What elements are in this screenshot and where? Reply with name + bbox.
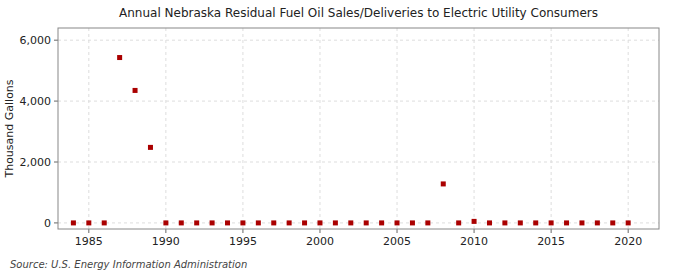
x-grid-line (88, 28, 89, 229)
x-tick-label: 2000 (306, 235, 334, 248)
x-tick-label: 2005 (383, 235, 411, 248)
point (456, 220, 461, 225)
plot-frame (58, 28, 659, 229)
x-grid-line (474, 28, 475, 229)
x-tick (165, 229, 166, 233)
point (564, 220, 569, 225)
point (86, 220, 91, 225)
point (117, 55, 122, 60)
x-tick (551, 229, 552, 233)
point (395, 220, 400, 225)
point (333, 220, 338, 225)
point (579, 220, 584, 225)
x-tick (397, 229, 398, 233)
x-grid-line (319, 28, 320, 229)
x-tick-label: 1990 (152, 235, 180, 248)
point (302, 220, 307, 225)
axes: 1985 1990 1995 2000 2005 2010 2015 2020 0 2,000 4,… (20, 28, 660, 248)
y-tick (54, 101, 58, 102)
source-note: Source: U.S. Energy Information Administ… (10, 259, 247, 270)
point (71, 220, 76, 225)
point (256, 220, 261, 225)
x-grid-line (551, 28, 552, 229)
x-grid-line (242, 28, 243, 229)
y-tick-label: 0 (44, 217, 51, 230)
x-grid-line (397, 28, 398, 229)
title: Annual Nebraska Residual Fuel Oil Sales/… (119, 6, 598, 20)
y-tick-label: 6,000 (20, 34, 52, 47)
y-grid-line (58, 101, 659, 102)
point (533, 220, 538, 225)
x-tick (88, 229, 89, 233)
point (379, 220, 384, 225)
point (348, 220, 353, 225)
point (210, 220, 215, 225)
x-tick-label: 2015 (537, 235, 565, 248)
x-tick (628, 229, 629, 233)
point (472, 219, 477, 224)
point (163, 220, 168, 225)
point (287, 220, 292, 225)
point (626, 220, 631, 225)
point (148, 145, 153, 150)
y-grid-line (58, 40, 659, 41)
point (364, 220, 369, 225)
point (610, 220, 615, 225)
point (133, 88, 138, 93)
y-tick-label: 4,000 (20, 95, 52, 108)
point (271, 220, 276, 225)
point (549, 220, 554, 225)
points (71, 55, 631, 225)
point (410, 220, 415, 225)
y-tick (54, 222, 58, 223)
grid (58, 28, 659, 229)
y-tick (54, 40, 58, 41)
x-tick (242, 229, 243, 233)
x-tick-label: 2010 (460, 235, 488, 248)
point (595, 220, 600, 225)
x-tick-label: 1985 (75, 235, 103, 248)
x-grid-line (628, 28, 629, 229)
point (502, 220, 507, 225)
point (487, 220, 492, 225)
point (240, 220, 245, 225)
point (425, 220, 430, 225)
x-tick-label: 2020 (614, 235, 642, 248)
y-tick (54, 162, 58, 163)
point (102, 220, 107, 225)
point (518, 220, 523, 225)
chart-svg: 1985 1990 1995 2000 2005 2010 2015 2020 0 2,000 4,… (0, 0, 675, 275)
y-tick-label: 2,000 (20, 156, 52, 169)
x-tick-label: 1995 (229, 235, 257, 248)
x-tick (474, 229, 475, 233)
x-tick (319, 229, 320, 233)
point (317, 220, 322, 225)
point (194, 220, 199, 225)
page: {"chart_data": { "type": "scatter", "tit… (0, 0, 675, 275)
y-axis-label: Thousand Gallons (3, 79, 16, 178)
y-grid-line (58, 162, 659, 163)
x-grid-line (165, 28, 166, 229)
chart-container: 1985 1990 1995 2000 2005 2010 2015 2020 0 2,000 4,… (0, 0, 675, 275)
point (441, 181, 446, 186)
point (225, 220, 230, 225)
point (179, 220, 184, 225)
